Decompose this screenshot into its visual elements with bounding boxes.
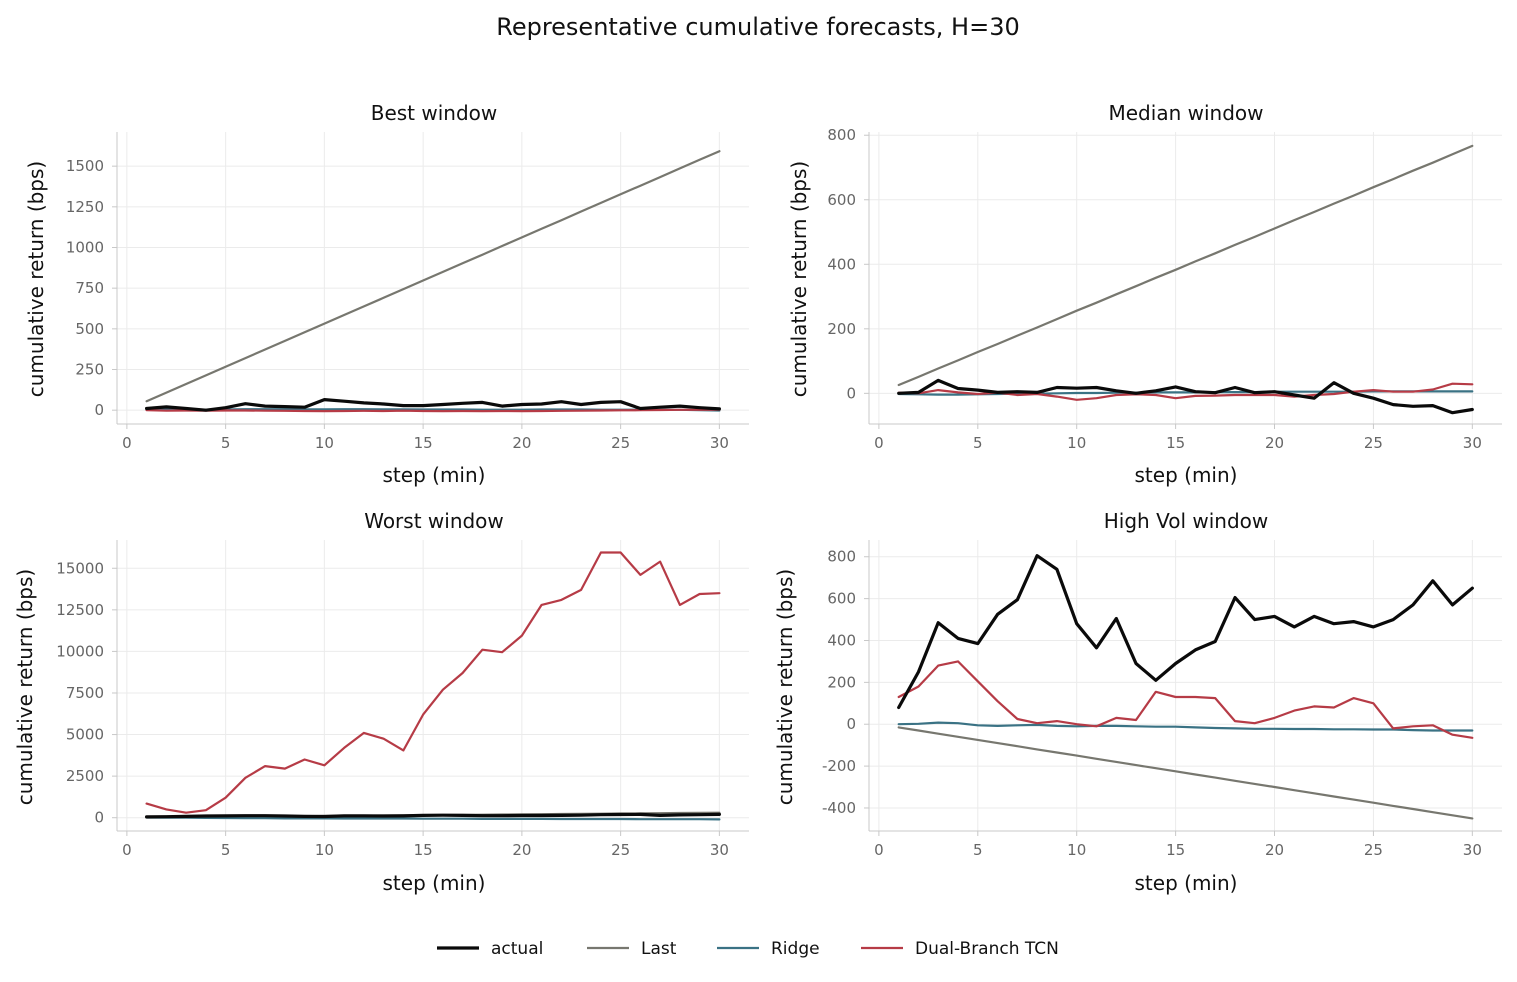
y-axis-label-highvol: cumulative return (bps) xyxy=(773,569,797,805)
panel-title-best: Best window xyxy=(371,101,498,125)
series-line-actual xyxy=(897,554,1474,710)
plot-area-worst: 0 5 10 15 20 25 30 0 2500 5000 7500 10000 12500 15000 xyxy=(56,540,749,859)
x-tick-label: 5 xyxy=(973,841,983,859)
y-tick-label: 1500 xyxy=(66,157,104,175)
y-tick-label: 600 xyxy=(827,191,856,209)
x-tick-label: 0 xyxy=(122,841,132,859)
plot-area-best: 0 5 10 15 20 25 30 0 250 500 750 1000 1250 1500 xyxy=(66,132,749,452)
y-axis-label-best: cumulative return (bps) xyxy=(24,161,48,397)
series-line-last xyxy=(897,726,1474,820)
x-tick-label: 25 xyxy=(1364,434,1383,452)
x-tick-label: 30 xyxy=(1463,434,1482,452)
panel-title-worst: Worst window xyxy=(364,509,504,533)
x-tick-label: 25 xyxy=(611,434,630,452)
plot-area-highvol: 0 5 10 15 20 25 30 -400 -200 0 200 400 600 800 xyxy=(822,540,1502,859)
y-tick-label: 1000 xyxy=(66,238,104,256)
y-tick-label: 15000 xyxy=(56,559,104,577)
y-axis-label-median: cumulative return (bps) xyxy=(787,161,811,397)
x-tick-label: 10 xyxy=(1067,841,1086,859)
y-tick-label: 800 xyxy=(827,548,856,566)
y-tick-label: 800 xyxy=(827,126,856,144)
legend-label-last: Last xyxy=(641,939,677,959)
x-tick-label: 10 xyxy=(1067,434,1086,452)
x-tick-label: 15 xyxy=(414,841,433,859)
y-tick-label: 1250 xyxy=(66,198,104,216)
legend-label-ridge: Ridge xyxy=(771,939,820,959)
series-line-last xyxy=(897,144,1474,387)
y-tick-label: -400 xyxy=(822,799,856,817)
legend-item-tcn: Dual-Branch TCN xyxy=(861,939,1059,959)
legend-item-actual: actual xyxy=(437,939,543,959)
y-tick-label: 0 xyxy=(846,715,856,733)
series-line-actual xyxy=(145,398,722,412)
y-tick-label: -200 xyxy=(822,757,856,775)
x-axis-label-median: step (min) xyxy=(1135,463,1238,487)
y-tick-label: 0 xyxy=(94,809,104,827)
legend-label-actual: actual xyxy=(491,939,543,959)
y-tick-label: 2500 xyxy=(66,767,104,785)
y-axis-label-worst: cumulative return (bps) xyxy=(13,569,37,805)
y-tick-label: 600 xyxy=(827,590,856,608)
legend-item-ridge: Ridge xyxy=(717,939,820,959)
y-tick-label: 0 xyxy=(846,384,856,402)
y-tick-label: 12500 xyxy=(56,601,104,619)
y-tick-label: 250 xyxy=(75,361,104,379)
y-tick-label: 500 xyxy=(75,320,104,338)
series-line-ridge xyxy=(897,721,1474,732)
y-tick-label: 0 xyxy=(94,401,104,419)
series-line-last xyxy=(145,150,721,403)
y-tick-label: 750 xyxy=(75,279,104,297)
x-tick-label: 10 xyxy=(315,434,334,452)
x-tick-label: 10 xyxy=(315,841,334,859)
y-tick-label: 5000 xyxy=(66,726,104,744)
x-tick-label: 15 xyxy=(1166,841,1185,859)
legend: actual Last Ridge Dual-Branch TCN xyxy=(437,939,1059,959)
panel-median: Median window step (min) cumulative retu… xyxy=(787,101,1263,487)
series-line-tcn xyxy=(145,551,721,814)
y-tick-label: 400 xyxy=(827,631,856,649)
series-line-actual xyxy=(897,378,1474,415)
series-line-tcn xyxy=(897,660,1474,739)
x-tick-label: 30 xyxy=(1463,841,1482,859)
legend-label-tcn: Dual-Branch TCN xyxy=(915,939,1059,959)
panel-title-highvol: High Vol window xyxy=(1104,509,1268,533)
x-tick-label: 20 xyxy=(512,434,531,452)
y-tick-label: 200 xyxy=(827,673,856,691)
panel-highvol: High Vol window step (min) cumulative re… xyxy=(773,509,1268,895)
x-tick-label: 5 xyxy=(221,434,231,452)
x-tick-label: 20 xyxy=(512,841,531,859)
y-tick-label: 10000 xyxy=(56,642,104,660)
x-axis-label-best: step (min) xyxy=(383,463,486,487)
x-tick-label: 20 xyxy=(1265,841,1284,859)
panel-title-median: Median window xyxy=(1109,101,1264,125)
x-tick-label: 25 xyxy=(611,841,630,859)
x-tick-label: 30 xyxy=(710,434,729,452)
x-tick-label: 5 xyxy=(973,434,983,452)
x-tick-label: 0 xyxy=(122,434,132,452)
y-tick-label: 400 xyxy=(827,255,856,273)
x-tick-label: 25 xyxy=(1364,841,1383,859)
series-line-tcn xyxy=(145,408,721,413)
legend-item-last: Last xyxy=(587,939,677,959)
x-tick-label: 20 xyxy=(1265,434,1284,452)
y-tick-label: 7500 xyxy=(66,684,104,702)
plot-area-median: 0 5 10 15 20 25 30 0 200 400 600 800 xyxy=(827,126,1502,452)
series-line-actual xyxy=(145,812,722,819)
panel-worst: Worst window step (min) cumulative retur… xyxy=(13,509,504,895)
x-tick-label: 0 xyxy=(874,841,884,859)
x-tick-label: 5 xyxy=(221,841,231,859)
panel-best: Best window step (min) cumulative return… xyxy=(24,101,497,487)
x-tick-label: 0 xyxy=(874,434,884,452)
series-line-ridge xyxy=(145,816,721,821)
x-axis-label-worst: step (min) xyxy=(383,871,486,895)
x-tick-label: 30 xyxy=(710,841,729,859)
x-tick-label: 15 xyxy=(1166,434,1185,452)
x-axis-label-highvol: step (min) xyxy=(1135,871,1238,895)
y-tick-label: 200 xyxy=(827,320,856,338)
x-tick-label: 15 xyxy=(414,434,433,452)
figure-title: Representative cumulative forecasts, H=3… xyxy=(496,13,1020,41)
